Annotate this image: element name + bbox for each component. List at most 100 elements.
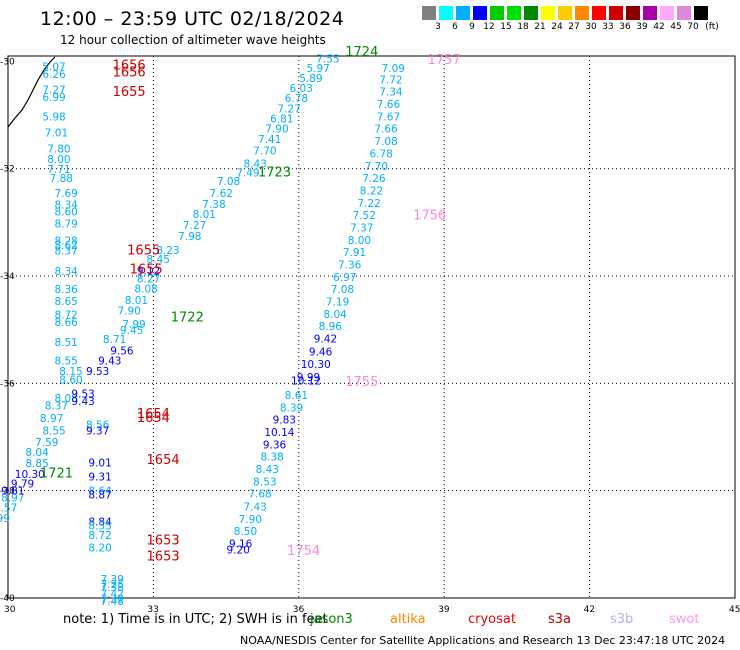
satellite-label: jason3 [310,612,353,627]
wave-height-label: 6.99 [42,92,65,104]
wave-height-label: 9.12 [137,265,160,277]
satellite-label: s3b [610,612,634,627]
wave-height-label: 7.62 [210,188,233,200]
legend-level: 24 [551,22,563,32]
legend-swatch [439,6,453,20]
wave-height-label: 9.81 [1,485,24,497]
wave-height-label: 8.34 [54,266,78,278]
wave-height-label: 7.08 [331,284,354,296]
wave-height-label: 7.68 [248,489,271,501]
wave-height-label: 8.71 [103,334,126,346]
legend-level: 39 [636,22,648,32]
lon-tick-label: 45 [729,605,740,615]
legend-level: 33 [602,22,614,32]
pass-time-label: 1724 [345,45,378,60]
legend-level: 36 [619,22,631,32]
map-subtitle: 12 hour collection of altimeter wave hei… [60,33,326,47]
wave-height-label: 8.62 [54,240,77,252]
wave-height-label: 8.53 [253,476,276,488]
wave-height-label: 7.27 [183,220,206,232]
wave-height-label: 7.08 [374,136,397,148]
wave-height-label: 7.27 [42,85,65,97]
wave-height-label: 8.99 [0,513,10,525]
legend-swatch [422,6,436,20]
wave-height-label: 8.08 [134,284,157,296]
lat-tick-label: -40 [0,594,15,604]
map-title: 12:00 – 23:59 UTC 02/18/2024 [40,8,345,30]
wave-height-label: 7.27 [277,103,300,115]
wave-height-label: 6.78 [369,148,392,160]
wave-height-label: 8.01 [193,209,216,221]
pass-time-label: 1654 [147,453,180,468]
wave-height-label: 7.26 [362,173,386,185]
wave-height-label: 8.60 [59,374,82,386]
wave-height-label: 7.91 [343,247,366,259]
lat-tick-label: -30 [0,57,15,67]
wave-height-label: 8.57 [0,503,17,515]
wave-height-label: 7.88 [50,173,73,185]
wave-height-label: 8.97 [1,492,24,504]
wave-height-label: 9.99 [297,372,320,384]
legend-level: 70 [687,22,699,32]
wave-height-label: 7.08 [217,176,240,188]
wave-height-label: 7.90 [265,124,288,136]
legend-swatch [677,6,691,20]
wave-height-label: 8.56 [86,419,110,431]
legend-level: 42 [653,22,665,32]
wave-height-label: 8.72 [88,530,111,542]
satellite-label: altika [390,612,426,627]
wave-height-label: 9.36 [263,439,287,451]
wave-height-label: 8.04 [323,309,347,321]
wave-height-label: 9.53 [86,366,109,378]
wave-height-label: 8.64 [88,485,112,497]
wave-height-label: 9.31 [88,471,111,483]
legend-swatch [456,6,470,20]
wave-height-label: 7.38 [101,582,124,594]
legend-level: 18 [517,22,529,32]
pass-time-label: 1653 [147,533,180,548]
wave-height-label: 5.89 [299,73,322,85]
wave-height-label: 9.37 [86,425,109,437]
wave-height-label: 8.85 [25,458,48,470]
wave-height-label: 7.43 [243,502,266,514]
wave-height-label: 9.53 [71,388,94,400]
legend-level: 9 [469,22,475,32]
wave-height-label: 7.90 [239,514,262,526]
legend-swatch [524,6,538,20]
wave-height-label: 8.72 [54,309,77,321]
satellite-label: cryosat [468,612,516,627]
lon-tick-label: 30 [4,605,16,615]
footer-credit: NOAA/NESDIS Center for Satellite Applica… [240,634,726,647]
wave-height-label: 7.98 [178,231,201,243]
pass-time-label: 1655 [127,244,160,259]
wave-height-label: 7.69 [54,188,77,200]
wave-height-label: 8.87 [88,490,111,502]
wave-height-label: 8.27 [137,273,160,285]
wave-height-label: 7.59 [35,437,58,449]
pass-time-label: 1755 [345,375,378,390]
pass-time-label: 1723 [258,166,291,181]
wave-height-label: 9.79 [11,478,34,490]
legend-level: 6 [452,22,458,32]
wave-height-label: 7.39 [101,574,124,586]
wave-height-label: 7.66 [374,124,398,136]
legend-swatch [541,6,555,20]
map-border [7,55,736,599]
wave-height-label: 7.71 [47,164,70,176]
wave-height-label: 10.30 [15,469,45,481]
pass-time-label: 1654 [137,411,170,426]
wave-height-label: 8.43 [256,464,279,476]
wave-height-label: 10.14 [264,427,294,439]
lat-tick-label: -38 [0,487,15,497]
wave-height-label: 7.49 [236,168,259,180]
lat-tick-label: -32 [0,165,15,175]
wave-height-label: 7.48 [101,596,124,608]
footer-note: note: 1) Time is in UTC; 2) SWH is in fe… [63,612,328,627]
map-grid [8,56,735,598]
legend-swatch [507,6,521,20]
legend-swatch [609,6,623,20]
legend-unit: (ft) [705,22,719,32]
wave-height-label: 8.96 [319,321,343,333]
wave-height-label: 8.28 [54,235,77,247]
